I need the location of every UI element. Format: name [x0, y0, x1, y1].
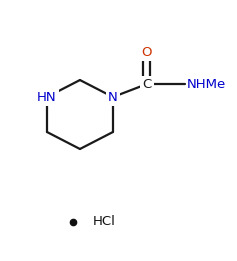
Text: HCl: HCl [93, 215, 116, 228]
Text: N: N [108, 91, 118, 104]
Text: NHMe: NHMe [187, 78, 226, 91]
Text: O: O [142, 46, 152, 58]
Text: C: C [142, 78, 151, 91]
Text: HN: HN [37, 91, 57, 104]
